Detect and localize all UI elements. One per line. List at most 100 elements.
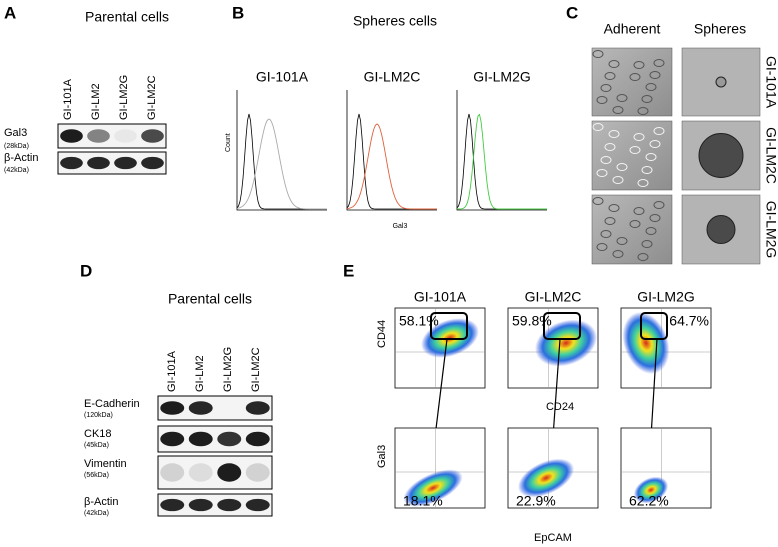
panel-label: E: [343, 261, 354, 280]
panel-label: A: [4, 3, 16, 22]
axis-label: CD44: [376, 320, 388, 348]
blot: [157, 493, 273, 517]
sphere: [715, 76, 727, 88]
cell: [649, 71, 661, 79]
row-size: (45kDa): [84, 442, 109, 449]
panel-title: Spheres cells: [353, 13, 437, 29]
row-label: E-Cadherin: [84, 398, 140, 410]
micrograph: [591, 120, 673, 191]
lane-label: GI-LM2: [90, 83, 102, 120]
lane-label: GI-LM2G: [222, 347, 234, 392]
row-size: (56kDa): [84, 472, 109, 479]
band: [188, 431, 213, 447]
cell: [649, 214, 661, 222]
axis-label: Gal3: [393, 223, 408, 230]
cell: [592, 123, 604, 131]
axis-label: EpCAM: [534, 532, 572, 544]
percentage: 59.8%: [512, 313, 552, 329]
panel-label: C: [566, 3, 578, 22]
percentage: 22.9%: [516, 493, 556, 509]
cell: [600, 156, 612, 164]
band: [188, 463, 213, 482]
cell: [653, 59, 665, 67]
cell: [616, 94, 628, 102]
cell: [637, 107, 649, 115]
gate: [640, 312, 668, 340]
percentage: 64.7%: [669, 313, 709, 329]
row-size: (120kDa): [84, 412, 113, 419]
band: [60, 129, 83, 143]
blot: [57, 151, 167, 175]
cell: [653, 127, 665, 135]
axis-label: Count: [225, 133, 232, 152]
band: [160, 401, 185, 415]
cell: [645, 227, 657, 235]
axes: [456, 90, 547, 211]
percentage: 18.1%: [403, 493, 443, 509]
cell: [612, 250, 624, 258]
lane-label: GI-LM2: [194, 355, 206, 392]
cell: [641, 95, 653, 103]
band: [114, 156, 137, 170]
band: [160, 463, 185, 482]
cell: [592, 197, 604, 205]
cell: [596, 169, 608, 177]
cell: [608, 60, 620, 68]
band: [188, 498, 213, 512]
row-size: (42kDa): [4, 167, 29, 174]
histogram-control: [236, 113, 327, 210]
column-title: GI-101A: [414, 289, 467, 305]
cell: [653, 201, 665, 209]
band: [160, 431, 185, 447]
panel-label: D: [80, 261, 92, 280]
sphere: [706, 215, 736, 244]
panel-label: B: [232, 3, 244, 22]
band: [217, 463, 242, 482]
lane-label: GI-LM2C: [146, 75, 158, 120]
cell: [633, 207, 645, 215]
lane-label: GI-LM2C: [250, 347, 262, 392]
cell: [604, 217, 616, 225]
cell: [596, 96, 608, 104]
histogram-title: GI-LM2G: [473, 69, 531, 85]
cell: [645, 83, 657, 91]
density: [403, 469, 463, 507]
gate: [430, 312, 468, 340]
cell: [616, 237, 628, 245]
cell: [649, 140, 661, 148]
cell: [608, 204, 620, 212]
cell: [641, 166, 653, 174]
cell: [612, 176, 624, 184]
panel-title: Parental cells: [85, 9, 169, 25]
row-label: GI-LM2C: [763, 127, 778, 184]
cell: [592, 50, 604, 58]
band: [217, 431, 242, 447]
arrow: [548, 338, 561, 440]
row-label: β-Actin: [4, 152, 38, 164]
histogram-control: [456, 113, 547, 210]
arrow: [646, 338, 658, 440]
histogram-title: GI-LM2C: [364, 69, 421, 85]
cell: [645, 153, 657, 161]
density: [633, 476, 669, 504]
column-label: Spheres: [694, 21, 746, 37]
column-label: Adherent: [604, 21, 661, 37]
lane-label: GI-101A: [166, 350, 178, 392]
cell: [612, 106, 624, 114]
gate: [543, 312, 581, 340]
band: [217, 498, 242, 512]
lane-label: GI-101A: [62, 78, 74, 120]
histogram-sample: [457, 113, 547, 210]
band: [245, 401, 270, 415]
percentage: 62.2%: [629, 493, 669, 509]
row-size: (42kDa): [84, 510, 109, 517]
lane-label: GI-LM2G: [118, 75, 130, 120]
cell: [604, 72, 616, 80]
column-title: GI-LM2C: [525, 289, 582, 305]
density: [622, 312, 670, 374]
axis-label: CD24: [546, 401, 574, 413]
band: [87, 129, 110, 143]
axis-label: Gal3: [376, 445, 388, 468]
column-title: GI-LM2G: [637, 289, 695, 305]
cell: [616, 163, 628, 171]
